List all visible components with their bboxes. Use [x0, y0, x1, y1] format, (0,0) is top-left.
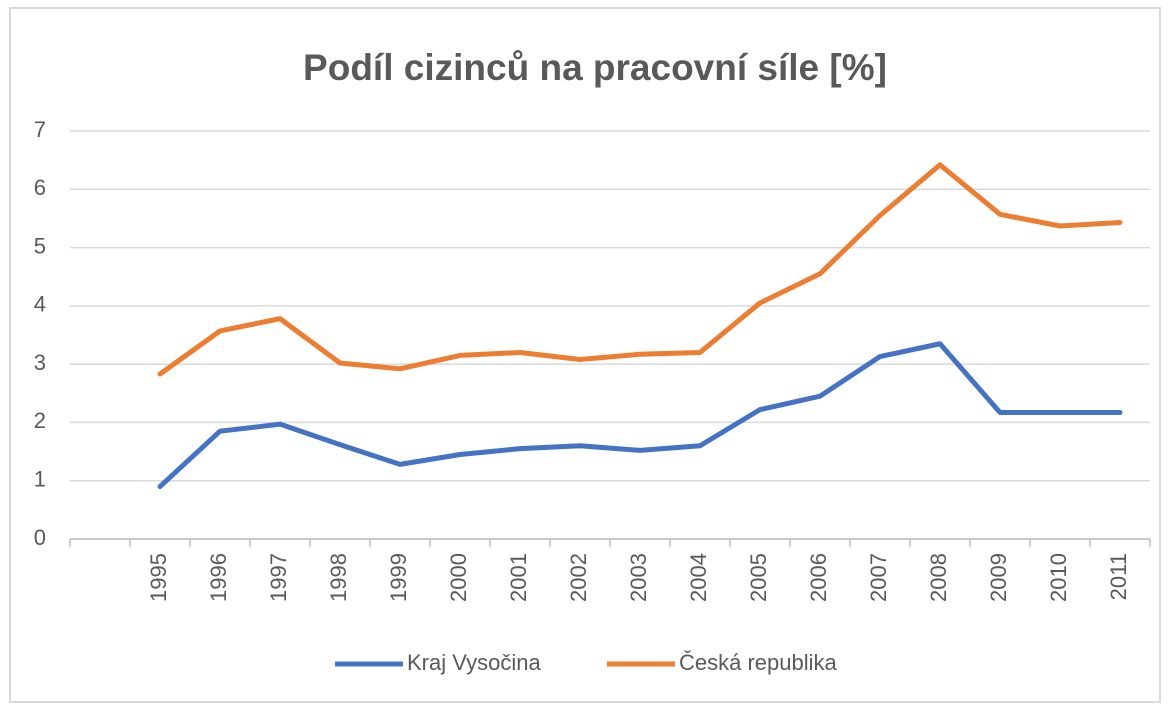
- x-tick-label: 2003: [626, 553, 651, 602]
- x-tick-label: 2006: [806, 553, 831, 602]
- x-tick-label: 1995: [146, 553, 171, 602]
- x-tick-label: 1999: [386, 553, 411, 602]
- x-tick-label: 2001: [506, 553, 531, 602]
- x-tick-label: 1998: [326, 553, 351, 602]
- y-tick-label: 5: [34, 233, 46, 258]
- legend-label: Česká republika: [679, 650, 838, 675]
- legend-label: Kraj Vysočina: [407, 650, 541, 675]
- x-tick-label: 1997: [266, 553, 291, 602]
- x-tick-label: 1996: [206, 553, 231, 602]
- x-tick-label: 2000: [446, 553, 471, 602]
- line-series: [157, 162, 1123, 377]
- chart-frame: [9, 7, 1161, 703]
- x-tick-label: 2008: [926, 553, 951, 602]
- y-tick-label: 1: [34, 467, 46, 492]
- y-tick-label: 0: [34, 525, 46, 550]
- x-tick-label: 2005: [746, 553, 771, 602]
- x-tick-label: 2011: [1106, 553, 1131, 600]
- x-tick-label: 2002: [566, 553, 591, 602]
- chart-title: Podíl cizinců na pracovní síle [%]: [303, 47, 887, 88]
- line-series: [157, 341, 1123, 490]
- x-tick-label: 2009: [986, 553, 1011, 602]
- y-tick-label: 6: [34, 175, 46, 200]
- x-tick-label: 2010: [1046, 553, 1071, 602]
- y-tick-label: 7: [34, 117, 46, 142]
- x-tick-label: 2004: [686, 553, 711, 602]
- y-tick-label: 3: [34, 350, 46, 375]
- y-tick-label: 2: [34, 408, 46, 433]
- y-tick-label: 4: [34, 292, 46, 317]
- x-tick-label: 2007: [866, 553, 891, 602]
